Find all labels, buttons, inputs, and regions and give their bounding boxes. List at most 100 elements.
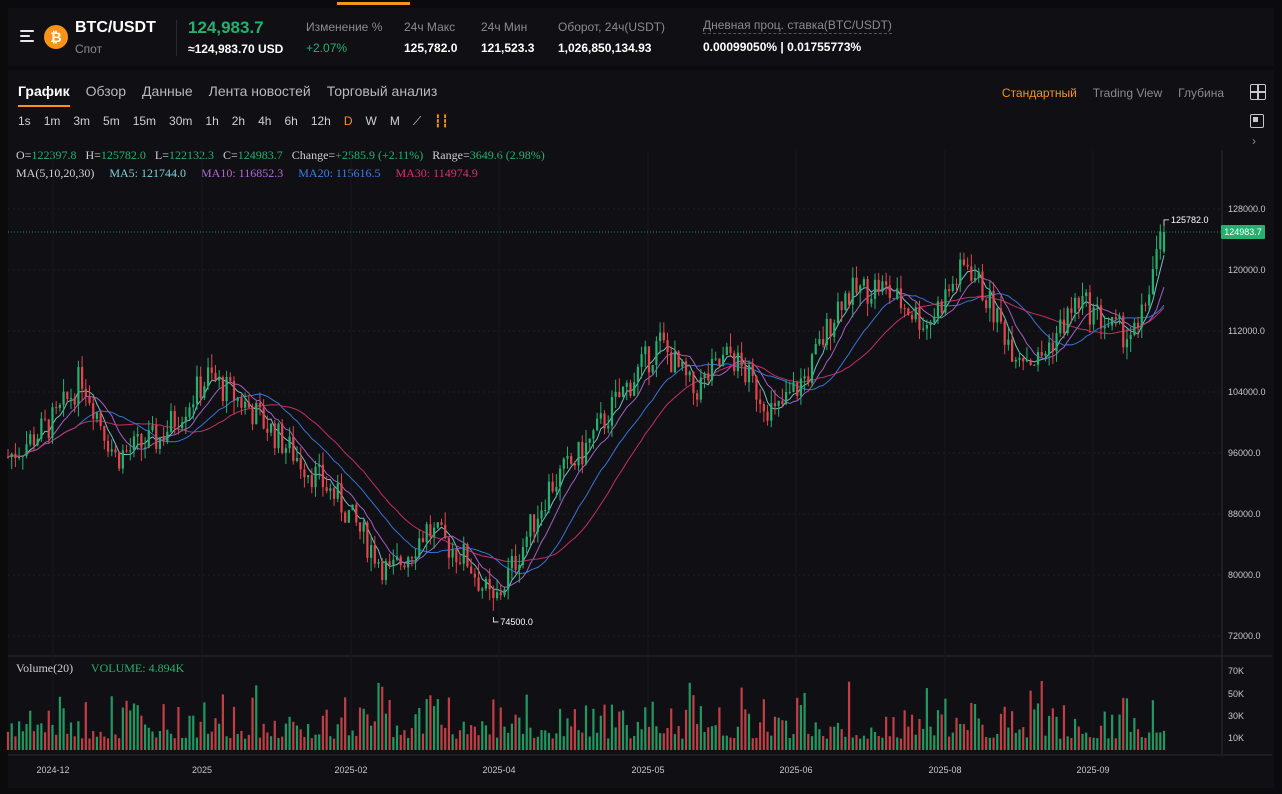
candle <box>43 418 47 420</box>
candle <box>344 512 347 523</box>
stat-24h-low: 24ч Мин 121,523.3 <box>481 20 534 55</box>
interval-15m[interactable]: 15m <box>132 114 157 128</box>
candle <box>525 536 528 547</box>
candle <box>1122 315 1125 348</box>
candle <box>436 522 439 528</box>
candle <box>933 316 936 323</box>
candle <box>1085 292 1088 297</box>
tab-trading-analysis[interactable]: Торговый анализ <box>326 83 438 99</box>
volume-bar <box>588 736 591 750</box>
candle <box>229 377 232 381</box>
interval-d[interactable]: D <box>343 114 353 128</box>
candle <box>670 352 673 373</box>
candle <box>1099 305 1103 329</box>
candle <box>751 364 754 376</box>
volume-bar <box>451 734 454 750</box>
tab-overview[interactable]: Обзор <box>85 83 127 99</box>
menu-icon[interactable] <box>20 29 34 43</box>
volume-bar <box>1144 737 1147 750</box>
interval-w[interactable]: W <box>365 114 377 128</box>
volume-bar <box>455 738 458 750</box>
y-tick-label: 80000.0 <box>1228 570 1261 580</box>
view-tradingview[interactable]: Trading View <box>1092 86 1163 100</box>
candle <box>29 434 32 445</box>
tab-chart[interactable]: График <box>18 83 70 107</box>
candle <box>740 352 743 367</box>
volume-bar <box>770 735 773 750</box>
volume-bar <box>640 729 643 750</box>
candle <box>262 407 265 429</box>
volume-bar <box>840 729 843 750</box>
candle <box>244 401 247 408</box>
volume-bar <box>581 732 584 750</box>
volume-bar <box>110 696 113 750</box>
interval-3m[interactable]: 3m <box>73 114 91 128</box>
candle <box>1081 296 1084 309</box>
volume-bar <box>1162 730 1166 750</box>
layout-grid-icon[interactable] <box>1250 84 1266 100</box>
candlestick-icon[interactable]: ┇┇ <box>434 114 449 128</box>
ma-label: MA(5,10,20,30) <box>16 166 95 180</box>
volume-bar <box>688 682 691 750</box>
candle <box>966 264 969 267</box>
tab-news[interactable]: Лента новостей <box>208 83 311 99</box>
view-standard[interactable]: Стандартный <box>1001 86 1077 100</box>
candle <box>155 425 158 449</box>
chevron-right-icon[interactable]: › <box>1252 134 1256 148</box>
volume-bar <box>621 710 625 750</box>
volume-bar <box>288 716 291 750</box>
interval-m[interactable]: M <box>389 114 400 128</box>
interval-12h[interactable]: 12h <box>310 114 331 128</box>
volume-bar <box>147 727 150 750</box>
volume-bar <box>518 717 521 750</box>
volume-bar <box>255 685 258 750</box>
interval-1s[interactable]: 1s <box>18 114 31 128</box>
fullscreen-icon[interactable] <box>1250 114 1264 128</box>
interval-6h[interactable]: 6h <box>284 114 298 128</box>
line-chart-icon[interactable]: ⟋ <box>412 114 422 128</box>
volume-bar <box>1040 680 1043 750</box>
volume-bar <box>169 733 173 750</box>
volume-bar <box>1029 690 1032 750</box>
volume-bar <box>551 738 554 750</box>
candle <box>495 592 499 599</box>
interval-5m[interactable]: 5m <box>103 114 120 128</box>
candle <box>418 538 421 557</box>
volume-bar <box>1044 735 1047 750</box>
x-tick-label: 2025-04 <box>482 765 515 775</box>
volume-bar <box>310 738 313 750</box>
interval-1h[interactable]: 1h <box>205 114 219 128</box>
interval-2h[interactable]: 2h <box>231 114 246 128</box>
candle <box>1033 364 1036 366</box>
pair-name[interactable]: BTC/USDT <box>75 19 156 36</box>
candle <box>918 307 921 330</box>
chart-tabs: График Обзор Данные Лента новостей Торго… <box>18 83 437 107</box>
view-depth[interactable]: Глубина <box>1178 86 1224 100</box>
candle <box>951 283 954 292</box>
candle <box>162 437 165 442</box>
volume-bar <box>95 736 99 750</box>
volume-bar <box>236 733 239 750</box>
interval-1m[interactable]: 1m <box>43 114 61 128</box>
candle <box>232 380 236 401</box>
volume-bar <box>503 726 506 750</box>
volume-bar <box>814 722 817 750</box>
volume-bar <box>381 686 384 750</box>
candle <box>940 301 943 313</box>
volume-bar <box>573 709 576 750</box>
interval-4h[interactable]: 4h <box>258 114 272 128</box>
volume-bar <box>1136 729 1140 750</box>
tab-data[interactable]: Данные <box>142 83 193 99</box>
candle <box>944 289 947 313</box>
volume-bar <box>314 734 317 750</box>
interval-30m[interactable]: 30m <box>169 114 193 128</box>
candle <box>151 425 154 431</box>
candle <box>996 308 999 323</box>
candle <box>862 279 865 286</box>
stat-daily-rate[interactable]: Дневная проц. ставка(BTC/USDT) 0.0009905… <box>703 18 892 54</box>
candle <box>1070 308 1073 313</box>
volume-bar <box>896 737 899 750</box>
volume-bar <box>1140 737 1143 750</box>
candle <box>66 391 69 399</box>
